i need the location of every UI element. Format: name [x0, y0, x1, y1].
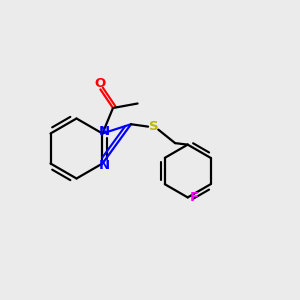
Text: F: F — [190, 191, 199, 204]
Text: N: N — [99, 125, 110, 138]
Text: S: S — [149, 120, 158, 133]
Text: N: N — [99, 159, 110, 172]
Text: O: O — [95, 77, 106, 90]
